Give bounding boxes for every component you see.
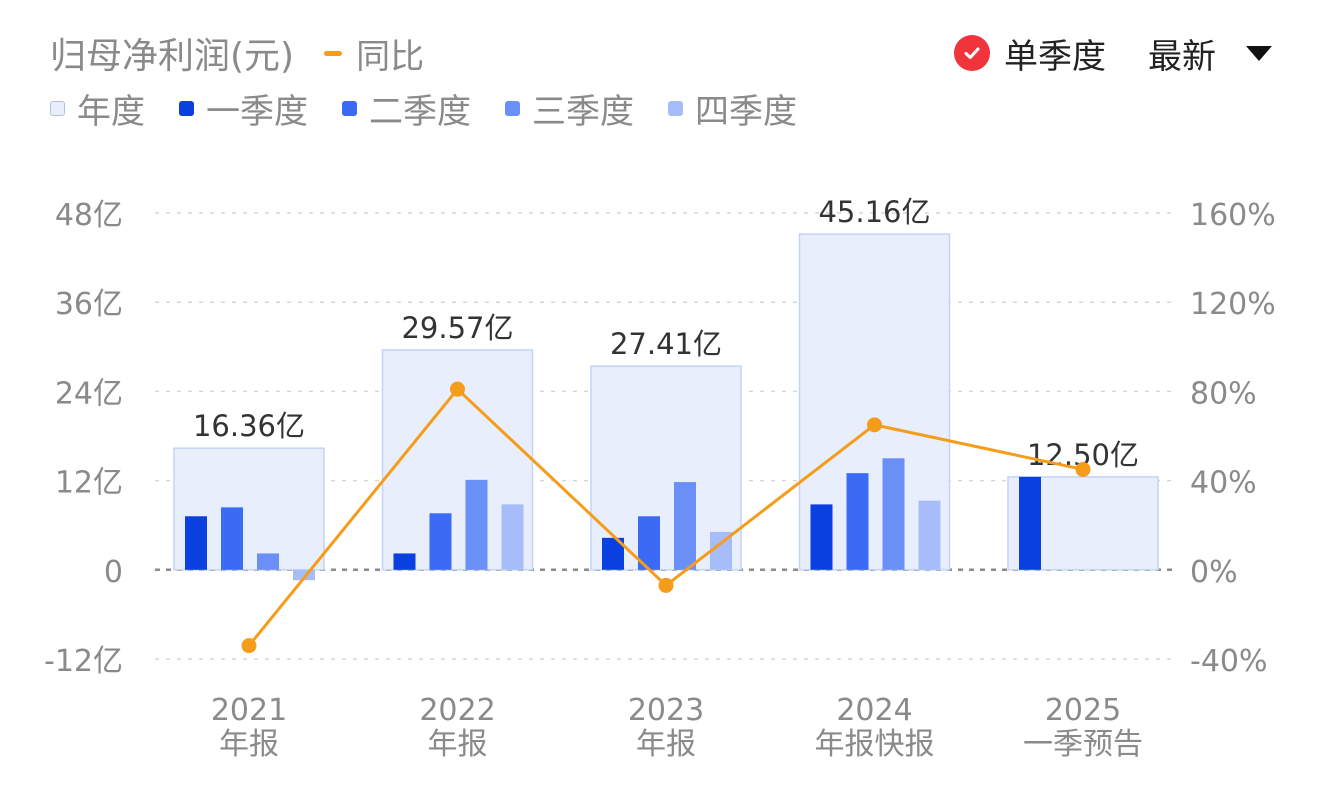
quarter-bar: [501, 504, 524, 570]
quarter-bar: [1019, 476, 1041, 570]
x-tick-sublabel: 年报: [636, 727, 696, 762]
annual-value-label: 45.16亿: [818, 195, 930, 229]
y-left-tick-label: -12亿: [44, 644, 123, 679]
legend-item-q1[interactable]: 一季度: [179, 84, 308, 133]
x-tick-label: 2022: [419, 693, 495, 728]
quarter-bar: [393, 553, 416, 570]
legend-label-q3: 三季度: [532, 91, 634, 132]
legend-label-q4: 四季度: [695, 91, 797, 132]
x-tick-sublabel: 年报快报: [815, 727, 935, 762]
y-right-tick-label: 0%: [1190, 555, 1238, 590]
y-left-tick-label: 12亿: [55, 466, 123, 501]
legend-item-annual[interactable]: 年度: [50, 84, 145, 133]
y-left-tick-label: 48亿: [55, 198, 123, 233]
x-tick-sublabel: 年报: [219, 727, 279, 762]
y-right-tick-label: 120%: [1190, 287, 1276, 322]
legend-swatch-q1: [179, 100, 194, 116]
check-icon[interactable]: [954, 35, 990, 71]
caret-down-icon: [1246, 45, 1272, 61]
yoy-point: [658, 577, 674, 593]
y-right-tick-label: -40%: [1190, 644, 1268, 679]
legend-item-q4[interactable]: 四季度: [668, 84, 797, 133]
y-right-tick-label: 40%: [1190, 466, 1257, 501]
series-legend: 年度 一季度 二季度 三季度 四季度: [50, 84, 831, 132]
single-quarter-toggle[interactable]: 单季度: [1004, 36, 1106, 77]
yoy-point: [867, 417, 882, 433]
quarter-bar: [674, 482, 696, 570]
x-tick-sublabel: 一季预告: [1023, 727, 1143, 762]
chart-controls: 单季度 最新: [954, 28, 1272, 78]
quarter-bar: [602, 537, 624, 570]
legend-swatch-q2: [342, 100, 357, 116]
y-left-tick-label: 0: [104, 555, 123, 590]
legend-label-q1: 一季度: [206, 91, 308, 132]
chart-title: 归母净利润(元): [50, 36, 295, 77]
x-tick-sublabel: 年报: [428, 727, 488, 762]
y-right-tick-label: 160%: [1190, 198, 1276, 233]
yoy-point: [241, 638, 257, 654]
quarter-bar: [710, 531, 732, 570]
yoy-legend: 同比: [324, 29, 424, 78]
yoy-legend-label: 同比: [356, 36, 425, 77]
y-left-tick-label: 36亿: [55, 287, 123, 322]
quarter-bar: [465, 479, 488, 570]
legend-item-q3[interactable]: 三季度: [505, 84, 634, 133]
y-right-tick-label: 80%: [1190, 376, 1257, 411]
legend-label-annual: 年度: [77, 91, 145, 132]
annual-value-label: 29.57亿: [401, 311, 513, 345]
chart-header: 归母净利润(元) 同比: [50, 28, 424, 78]
legend-item-q2[interactable]: 二季度: [342, 84, 471, 133]
x-tick-label: 2024: [836, 693, 912, 728]
yoy-point: [1075, 461, 1091, 477]
annual-value-label: 27.41亿: [610, 327, 722, 361]
quarter-bar: [638, 516, 660, 570]
yoy-legend-swatch: [324, 50, 343, 56]
quarter-bar: [918, 500, 941, 570]
latest-dropdown-label: 最新: [1148, 36, 1216, 77]
quarter-bar: [185, 516, 207, 570]
yoy-point: [450, 381, 465, 397]
legend-swatch-q3: [505, 100, 520, 116]
legend-swatch-annual: [50, 100, 65, 116]
quarter-bar: [882, 458, 905, 570]
quarter-bar: [846, 473, 869, 570]
x-tick-label: 2021: [211, 693, 287, 728]
y-left-tick-label: 24亿: [55, 376, 123, 411]
quarter-bar: [257, 553, 279, 570]
quarter-bar: [429, 513, 452, 570]
latest-dropdown[interactable]: 最新: [1148, 29, 1272, 78]
check-mark-icon: [964, 47, 980, 59]
quarter-bar: [221, 507, 243, 570]
legend-label-q2: 二季度: [369, 91, 471, 132]
legend-swatch-q4: [668, 100, 683, 116]
x-tick-label: 2023: [628, 693, 704, 728]
quarter-bar: [810, 504, 833, 570]
quarter-bar: [293, 569, 315, 581]
annual-value-label: 16.36亿: [193, 409, 305, 443]
x-tick-label: 2025: [1045, 693, 1121, 728]
